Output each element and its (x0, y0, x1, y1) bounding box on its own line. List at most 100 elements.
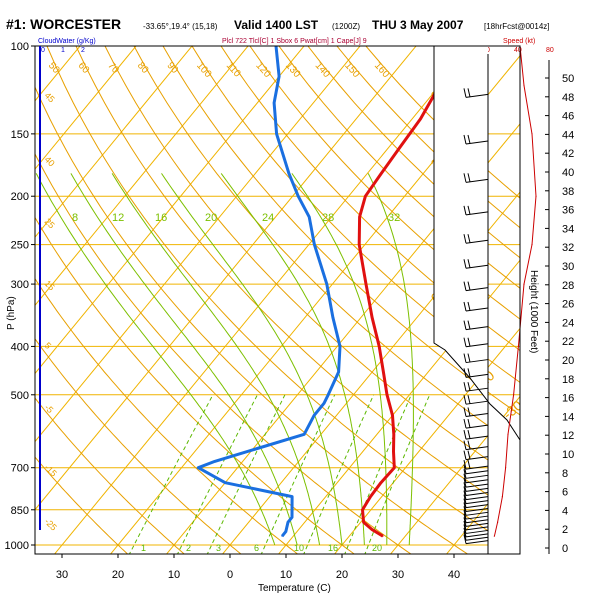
temperature-point (419, 118, 422, 120)
dewpoint-point (278, 75, 280, 77)
barb-flag (463, 418, 467, 429)
edge-label: -15 (43, 462, 59, 478)
dry-adiabat-120 (249, 46, 520, 320)
dry-adiabat-extra (35, 337, 242, 554)
terrain-fill (434, 46, 520, 554)
dry-adiabat-label: 120 (253, 60, 273, 80)
dry-adiabat-60 (75, 46, 520, 517)
temperature-point (365, 283, 367, 285)
temperature-point (371, 528, 373, 530)
parcel-info: Plcl 722 Tlcl[C] 1 Sbox 6 Pwat[cm] 1 Cap… (222, 38, 367, 45)
speed-tick-40: 40 (514, 47, 522, 54)
barb-flag (463, 524, 467, 534)
moist-adiabat-label: 24 (262, 212, 274, 224)
barb-flag (467, 281, 471, 291)
barb-flag (467, 460, 471, 469)
mixing-ratio-6 (260, 394, 336, 554)
valid-date: THU 3 May 2007 (372, 18, 464, 32)
wind-speed-point (531, 133, 533, 135)
barb-staff (465, 483, 489, 488)
mixing-ratio-label: 1 (141, 543, 146, 553)
wind-speed-point (517, 345, 520, 348)
wind-barb (463, 490, 489, 501)
y-axis-title: P (hPa) (6, 296, 17, 330)
barb-staff (465, 526, 489, 531)
barb-flag (467, 301, 471, 311)
moist-adiabat-label: 8 (72, 212, 78, 224)
y-tick-label: 100 (11, 41, 29, 53)
temperature-point (362, 521, 365, 523)
dewpoint-point (288, 172, 290, 174)
isotherm--40 (35, 46, 417, 511)
barb-staff (465, 470, 489, 475)
wind-barb (463, 418, 489, 429)
wind-speed-point (505, 467, 507, 469)
height-tick-label: 16 (562, 393, 574, 405)
isotherm-20 (333, 327, 520, 554)
temperature-point (364, 195, 366, 197)
moist-adiabat-label: 12 (112, 212, 124, 224)
moist-adiabat-12 (70, 173, 298, 546)
y-tick-label: 250 (11, 240, 29, 252)
wind-barb (463, 395, 489, 405)
dry-adiabat-40 (35, 86, 469, 554)
x-tick-label: 20 (112, 569, 124, 581)
wind-barb (463, 301, 489, 312)
edge-label: 25 (43, 216, 57, 230)
dewpoint-point (273, 102, 275, 104)
speed-label: Speed (kt) (503, 38, 535, 45)
cw-tick-2: 2 (81, 47, 85, 54)
dry-adiabat-extra (35, 397, 185, 554)
height-tick-label: 40 (562, 167, 574, 179)
barb-flag (463, 337, 467, 347)
barb-flag (463, 531, 467, 541)
station-title: #1: WORCESTER (6, 16, 121, 32)
wind-barb (463, 407, 489, 417)
moist-adiabat-32 (367, 173, 414, 546)
barb-flag (463, 382, 467, 392)
edge-label: -25 (43, 516, 59, 532)
wind-barb (463, 486, 489, 497)
dewpoint-point (224, 482, 226, 484)
wind-barb (463, 281, 489, 292)
moist-adiabat-label: 32 (388, 212, 400, 224)
wind-barb (463, 88, 489, 98)
temperature-point (392, 451, 395, 453)
dry-adiabat-label: 140 (313, 60, 333, 80)
wind-barb (463, 477, 489, 488)
barb-flag (463, 395, 467, 405)
x-tick-label: 10 (280, 569, 292, 581)
height-tick-label: 26 (562, 299, 574, 311)
y-tick-label: 1000 (5, 540, 29, 552)
barb-flag (463, 173, 467, 183)
y-tick-label: 500 (11, 390, 29, 402)
barb-flag (463, 440, 467, 450)
wind-barb (463, 464, 489, 475)
barb-flag (467, 382, 471, 391)
mixing-ratio-label: 2 (186, 543, 191, 553)
dewpoint-point (323, 402, 325, 404)
barb-flag (463, 450, 467, 460)
wind-barb (463, 205, 489, 216)
temperature-point (382, 371, 384, 373)
wind-barb (463, 520, 489, 531)
temperature-point (393, 433, 395, 435)
x-tick-label: 30 (392, 569, 404, 581)
wind-barb (463, 450, 489, 461)
barb-flag (467, 429, 471, 439)
barb-flag (467, 234, 471, 243)
height-tick-label: 14 (562, 411, 574, 423)
dewpoint-point (276, 133, 278, 135)
barb-flag (463, 259, 467, 269)
temperature-point (386, 394, 388, 396)
temperature-point (398, 147, 401, 149)
height-tick-label: 28 (562, 280, 574, 292)
barb-flag (463, 517, 467, 527)
barb-flag (467, 368, 471, 377)
dewpoint-point (291, 516, 293, 518)
height-tick-label: 22 (562, 336, 574, 348)
dry-adiabat-label: 160 (372, 60, 392, 80)
dewpoint-point (327, 394, 329, 396)
dry-adiabat-label: 80 (135, 60, 151, 76)
